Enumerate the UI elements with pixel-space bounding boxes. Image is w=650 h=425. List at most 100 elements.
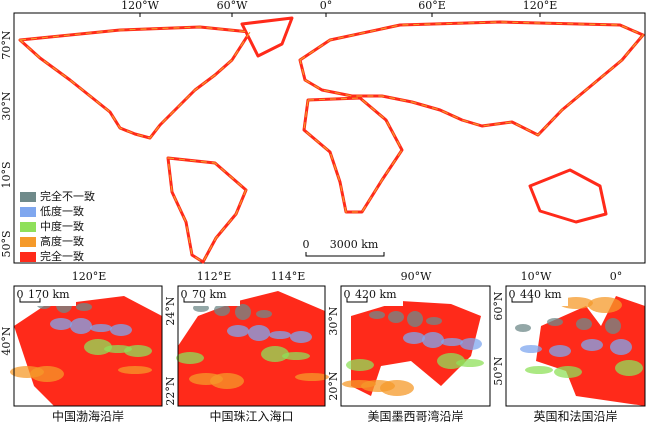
inset-patch bbox=[50, 318, 72, 330]
inset bbox=[515, 296, 645, 406]
inset-patch bbox=[615, 360, 643, 376]
inset-latitude-label: 60°N bbox=[492, 291, 505, 320]
legend-label: 低度一致 bbox=[40, 204, 84, 218]
latitude-label: 50°S bbox=[0, 230, 13, 257]
inset-patch bbox=[70, 318, 92, 334]
inset-patch bbox=[346, 359, 374, 371]
legend-label: 完全不一致 bbox=[40, 189, 95, 203]
inset-patch bbox=[547, 318, 563, 326]
inset-scale-bar bbox=[183, 298, 205, 303]
inset-land bbox=[351, 301, 481, 396]
latitude-label: 30°N bbox=[0, 91, 13, 120]
inset-longitude-label: 0° bbox=[610, 270, 623, 283]
latitude-label: 10°S bbox=[0, 161, 13, 188]
longitude-label: 60°E bbox=[418, 0, 446, 12]
inset-patch bbox=[515, 324, 531, 332]
longitude-label: 60°W bbox=[217, 0, 248, 12]
legend-swatch bbox=[20, 222, 36, 232]
inset-patch bbox=[605, 318, 621, 334]
inset-latitude-label: 20°N bbox=[327, 371, 340, 400]
inset-patch bbox=[235, 304, 251, 320]
inset-latitude-label: 40°N bbox=[0, 326, 13, 355]
inset-patch bbox=[214, 304, 230, 316]
inset-patch bbox=[388, 311, 404, 323]
scale-bar bbox=[305, 252, 385, 257]
inset-patch bbox=[456, 359, 484, 367]
longitude-label: 0° bbox=[320, 0, 333, 12]
inset-longitude-label: 10°W bbox=[521, 270, 552, 283]
inset-scale-end: 420 km bbox=[355, 288, 397, 301]
inset-longitude-label: 114°E bbox=[271, 270, 306, 283]
coast-mix bbox=[18, 21, 644, 263]
inset-patch bbox=[380, 380, 414, 396]
legend-label: 完全一致 bbox=[40, 249, 84, 263]
inset-patch bbox=[520, 345, 542, 353]
scale-start: 0 bbox=[303, 238, 310, 251]
inset-frame bbox=[177, 285, 326, 407]
inset-patch bbox=[282, 352, 310, 360]
land bbox=[18, 16, 645, 264]
inset-scale-bar bbox=[511, 298, 533, 303]
inset-patch bbox=[30, 366, 64, 382]
inset-patch bbox=[210, 373, 244, 389]
inset-patch bbox=[588, 297, 622, 313]
inset-latitude-label: 30°N bbox=[327, 306, 340, 335]
coast-mix-line bbox=[18, 21, 644, 263]
inset bbox=[176, 291, 329, 406]
inset-patch bbox=[256, 310, 272, 318]
legend-swatch bbox=[20, 207, 36, 217]
inset-scale-start: 0 bbox=[181, 288, 188, 301]
inset-patch bbox=[369, 311, 385, 319]
inset-patch bbox=[269, 331, 291, 339]
inset-patch bbox=[248, 325, 270, 341]
inset-patch bbox=[610, 339, 632, 355]
inset-patch bbox=[581, 339, 603, 351]
legend-label: 高度一致 bbox=[40, 234, 84, 248]
inset-patch bbox=[426, 317, 442, 325]
inset-patch bbox=[76, 303, 92, 311]
inset-title: 美国墨西哥湾沿岸 bbox=[367, 409, 463, 424]
inset-patch bbox=[176, 352, 204, 364]
inset-patch bbox=[460, 338, 482, 350]
inset-latitude-label: 24°N bbox=[164, 296, 177, 325]
inset-patch bbox=[407, 311, 423, 327]
inset-title: 中国珠江入海口 bbox=[209, 409, 293, 424]
legend-swatch bbox=[20, 252, 36, 262]
inset-scale-start: 0 bbox=[344, 288, 351, 301]
inset bbox=[342, 301, 484, 396]
inset-patch bbox=[261, 346, 289, 362]
inset-scale-start: 0 bbox=[509, 288, 516, 301]
inset-patch bbox=[84, 339, 112, 355]
inset-patch bbox=[525, 366, 553, 374]
africa bbox=[302, 96, 404, 214]
inset-patch bbox=[290, 331, 312, 343]
inset-patch bbox=[227, 325, 249, 337]
inset-scale-bar bbox=[346, 298, 368, 303]
inset-patch bbox=[422, 332, 444, 348]
legend-label: 中度一致 bbox=[40, 219, 84, 233]
latitude-label: 70°N bbox=[0, 30, 13, 59]
inset-patch bbox=[295, 373, 329, 381]
inset-latitude-label: 50°N bbox=[492, 356, 505, 385]
legend-swatch bbox=[20, 237, 36, 247]
inset bbox=[10, 296, 162, 406]
legend-swatch bbox=[20, 192, 36, 202]
inset-scale-bar bbox=[19, 298, 41, 303]
inset-patch bbox=[124, 345, 152, 357]
inset-patch bbox=[441, 338, 463, 346]
inset-patch bbox=[549, 345, 571, 357]
inset-title: 英国和法国沿岸 bbox=[533, 410, 617, 424]
inset-frame bbox=[13, 285, 163, 407]
inset-longitude-label: 90°W bbox=[401, 270, 432, 283]
longitude-label: 120°W bbox=[121, 0, 159, 12]
scale-end: 3000 km bbox=[330, 238, 379, 251]
inset-longitude-label: 112°E bbox=[197, 270, 232, 283]
inset-patch bbox=[90, 324, 112, 332]
inset-scale-end: 440 km bbox=[520, 288, 562, 301]
inset-patch bbox=[403, 332, 425, 344]
greenland bbox=[240, 16, 294, 58]
inset-title: 中国渤海沿岸 bbox=[52, 409, 124, 424]
inset-patch bbox=[576, 318, 592, 330]
inset-patch bbox=[110, 324, 132, 336]
